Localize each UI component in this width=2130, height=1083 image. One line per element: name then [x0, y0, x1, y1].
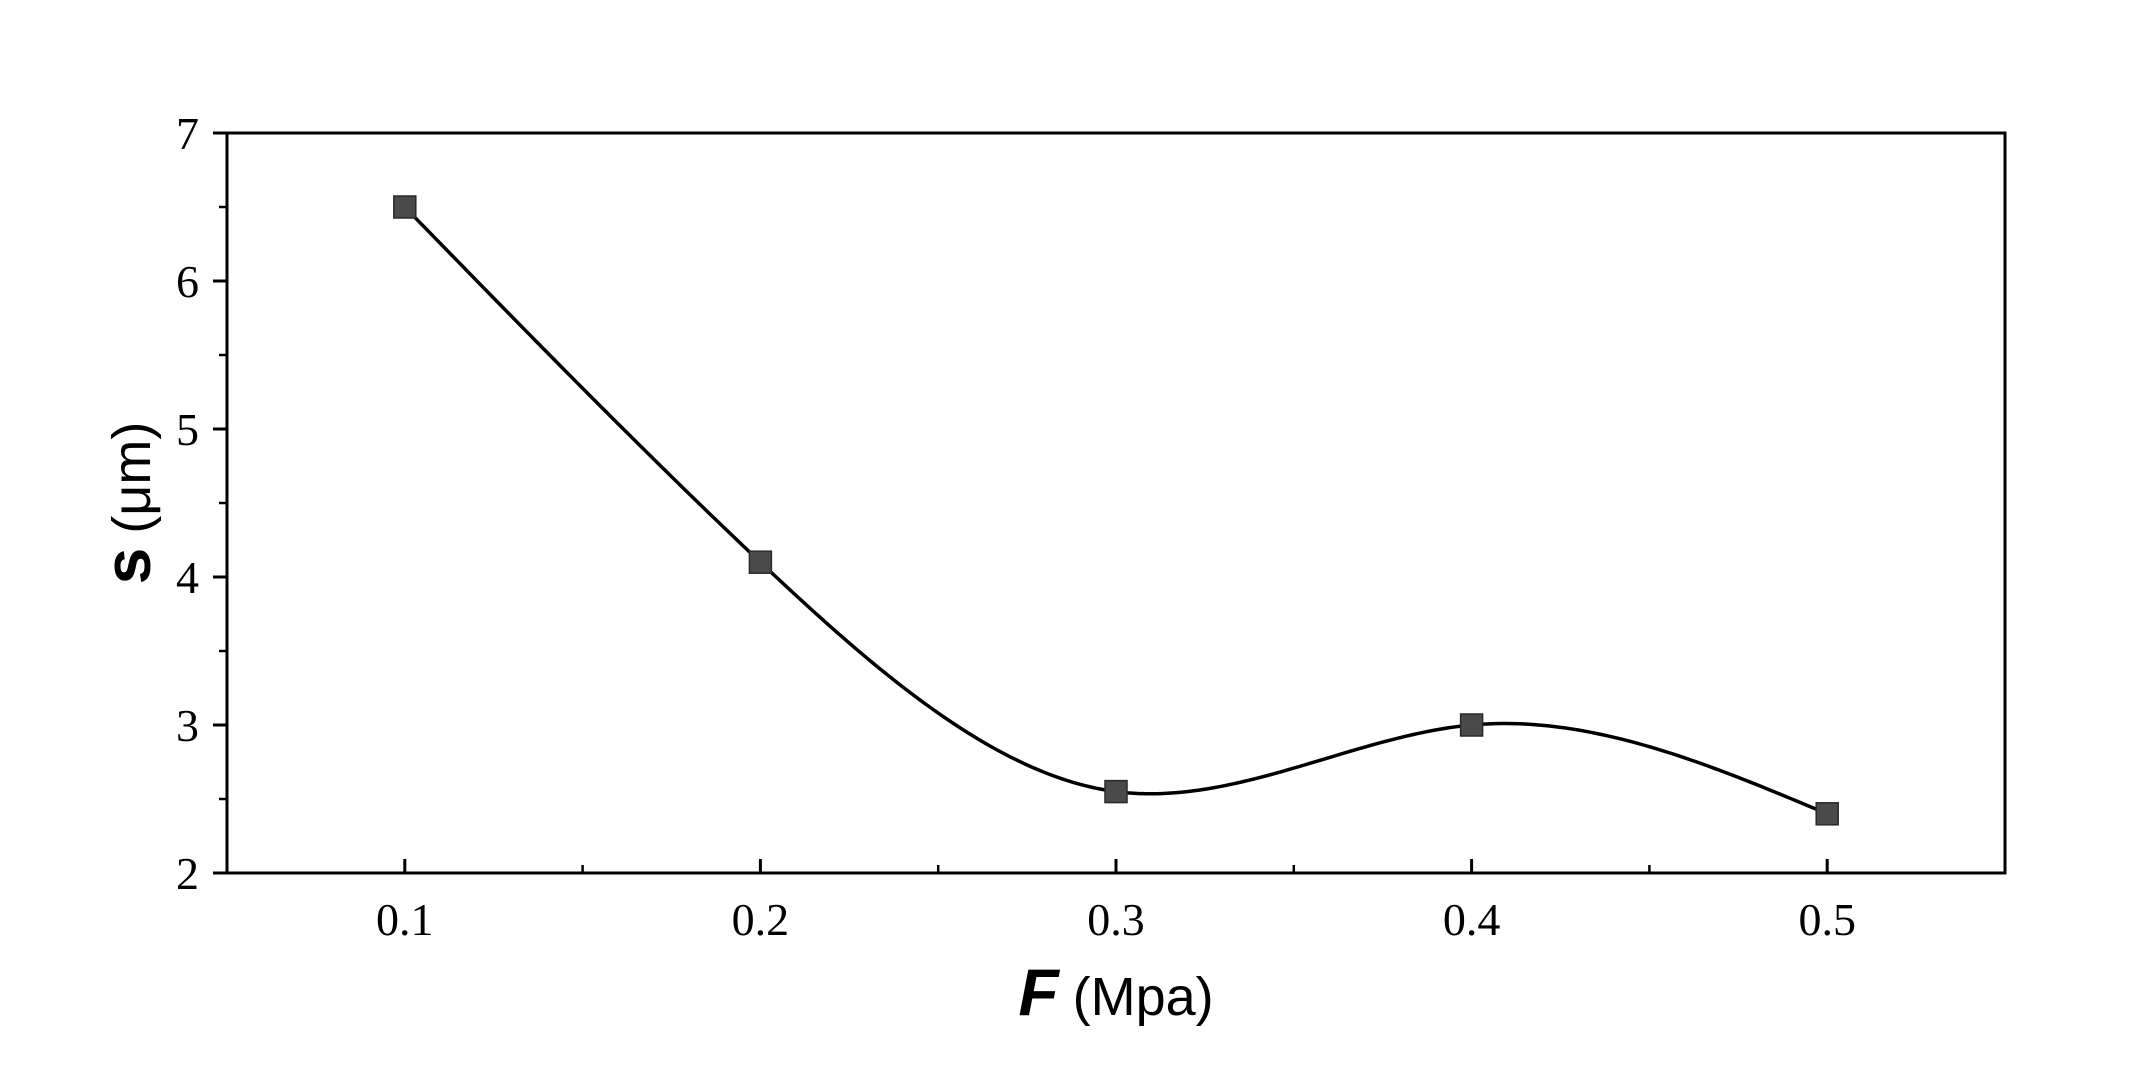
y-tick-label: 7	[176, 108, 199, 159]
x-tick-label: 0.3	[1087, 894, 1145, 945]
plot-frame	[225, 131, 2007, 875]
x-axis-unit: (Mpa)	[1073, 967, 1214, 1027]
data-point-marker	[1104, 779, 1128, 804]
data-point-marker	[748, 550, 773, 574]
x-axis-variable: F	[1018, 955, 1060, 1029]
x-tick-label: 0.5	[1798, 894, 1856, 945]
y-tick-label: 4	[176, 552, 199, 603]
data-point-marker	[1459, 713, 1484, 737]
x-tick-label: 0.2	[732, 894, 790, 945]
y-axis-unit: (μm)	[102, 422, 162, 534]
data-point-marker	[1815, 802, 1839, 826]
series-marker-layer	[393, 195, 1839, 826]
y-tick-label: 6	[176, 256, 199, 307]
x-axis-title: F (Mpa)	[1018, 955, 1213, 1029]
y-axis-variable: s	[90, 548, 164, 585]
y-axis-title: s (μm)	[90, 422, 164, 585]
axis-tick-labels: 0.1 0.2 0.3 0.4 0.5 2 3 4 5 6 7	[176, 108, 1856, 945]
x-tick-label: 0.4	[1443, 894, 1501, 945]
x-tick-label: 0.1	[376, 894, 434, 945]
axis-ticks	[213, 131, 1829, 875]
y-tick-label: 5	[176, 404, 199, 455]
y-tick-label: 3	[176, 700, 199, 751]
y-tick-label: 2	[176, 848, 199, 899]
data-point-marker	[393, 195, 417, 219]
